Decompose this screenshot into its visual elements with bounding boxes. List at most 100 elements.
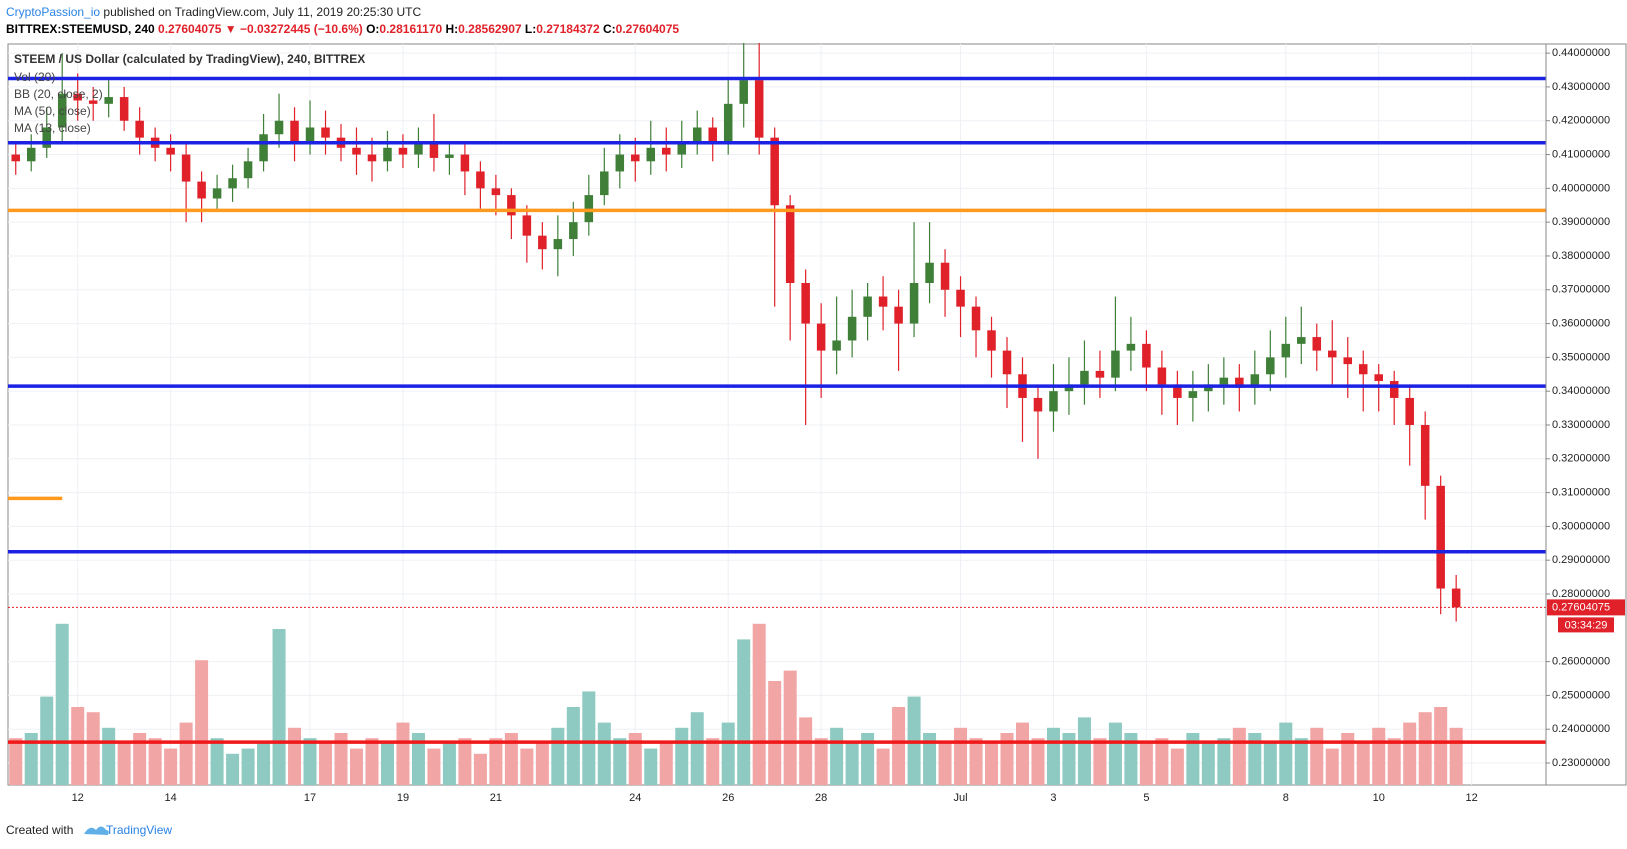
candle-body xyxy=(600,171,609,196)
candle-body xyxy=(801,282,810,324)
y-tick-label: 0.43000000 xyxy=(1552,81,1610,93)
volume-bar xyxy=(1279,722,1293,785)
volume-bar xyxy=(721,722,735,785)
header-line: CryptoPassion_io published on TradingVie… xyxy=(6,5,421,19)
candle-body xyxy=(197,181,206,199)
candle-body xyxy=(290,120,299,142)
footer-brand[interactable]: TradingView xyxy=(106,823,172,837)
volume-bar xyxy=(1046,727,1060,785)
last-price-label: 0.27604075 xyxy=(1552,601,1610,613)
candle-body xyxy=(615,154,625,172)
volume-bar xyxy=(1294,738,1308,785)
x-tick-label: 5 xyxy=(1143,792,1149,804)
candle-body xyxy=(1358,364,1368,375)
x-tick-label: 3 xyxy=(1050,792,1056,804)
candle-body xyxy=(1235,377,1244,388)
volume-bar xyxy=(195,660,209,785)
candle-body xyxy=(1126,343,1136,351)
candle-body xyxy=(1266,357,1275,375)
candle-body xyxy=(878,296,888,307)
candle-body xyxy=(88,100,98,104)
y-tick-label: 0.30000000 xyxy=(1552,520,1610,532)
volume-bar xyxy=(1139,743,1153,785)
volume-bar xyxy=(411,733,425,785)
volume-bar xyxy=(1341,733,1355,785)
x-tick-label: 10 xyxy=(1373,792,1385,804)
candle-body xyxy=(569,222,578,240)
candle-body xyxy=(1451,588,1461,608)
volume-bar xyxy=(1387,738,1401,785)
volume-bar xyxy=(814,738,828,785)
y-tick-label: 0.28000000 xyxy=(1552,588,1610,600)
volume-bar xyxy=(535,743,549,785)
volume-bar xyxy=(768,681,782,785)
candle-body xyxy=(73,93,82,101)
volume-bar xyxy=(876,748,890,785)
quote-part: O: xyxy=(366,22,379,36)
candle-body xyxy=(212,188,222,199)
volume-bar xyxy=(1310,727,1324,785)
candle-body xyxy=(57,93,67,128)
volume-bar xyxy=(582,691,596,785)
quote-part: 0.28562907 xyxy=(458,22,525,36)
indicator-label: BB (20, close, 2) xyxy=(14,87,103,101)
volume-bar xyxy=(9,738,23,785)
volume-bar xyxy=(1186,733,1200,785)
volume-bar xyxy=(1093,738,1107,785)
volume-bar xyxy=(830,727,844,785)
volume-bar xyxy=(288,727,302,785)
candle-body xyxy=(352,147,361,155)
candle-body xyxy=(1281,343,1291,358)
candle-body xyxy=(1328,350,1337,358)
candle-body xyxy=(909,282,919,324)
price-axis xyxy=(1545,43,1627,786)
candle-body xyxy=(522,215,532,236)
volume-bar xyxy=(551,727,565,785)
candle-body xyxy=(708,127,717,145)
candle-body xyxy=(1343,357,1353,365)
volume-bar xyxy=(1248,733,1262,785)
volume-bar xyxy=(133,733,147,785)
candle-body xyxy=(940,262,950,290)
y-tick-label: 0.37000000 xyxy=(1552,284,1610,296)
candle-body xyxy=(1188,391,1198,398)
candle-body xyxy=(661,147,671,155)
candle-body xyxy=(1157,367,1167,385)
candle-body xyxy=(383,147,392,162)
x-tick-label: 17 xyxy=(304,792,316,804)
volume-bar xyxy=(737,639,751,785)
candle-body xyxy=(646,147,656,162)
indicator-label: Vol (20) xyxy=(14,70,55,84)
volume-bar xyxy=(1108,722,1122,785)
volume-bar xyxy=(1449,727,1463,785)
candle-body xyxy=(692,127,702,142)
candle-body xyxy=(42,127,51,148)
quote-part: 0.28161170 xyxy=(379,22,445,36)
volume-bar xyxy=(210,738,224,785)
candle-body xyxy=(677,141,687,155)
author[interactable]: CryptoPassion_io xyxy=(6,5,100,19)
volume-bar xyxy=(148,738,162,785)
quote-part: 0.27604075 xyxy=(616,22,680,36)
y-tick-label: 0.24000000 xyxy=(1552,723,1610,735)
volume-bar xyxy=(954,727,968,785)
candle-body xyxy=(228,178,237,189)
y-tick-label: 0.38000000 xyxy=(1552,250,1610,262)
quote-part: BITTREX:STEEMUSD, 240 xyxy=(6,22,158,36)
x-tick-label: 14 xyxy=(165,792,177,804)
y-tick-label: 0.33000000 xyxy=(1552,419,1610,431)
candle-body xyxy=(971,306,981,331)
volume-bar xyxy=(1434,707,1448,785)
quote-part: L: xyxy=(525,22,536,36)
candle-body xyxy=(631,154,640,162)
y-tick-label: 0.44000000 xyxy=(1552,47,1610,59)
y-tick-label: 0.40000000 xyxy=(1552,182,1610,194)
volume-bar xyxy=(257,743,271,785)
chart-title: STEEM / US Dollar (calculated by Trading… xyxy=(14,52,365,66)
candle-body xyxy=(367,154,377,162)
volume-bar xyxy=(489,738,503,785)
volume-bar xyxy=(1232,727,1246,785)
volume-bar xyxy=(1031,738,1045,785)
x-tick-label: 28 xyxy=(815,792,827,804)
volume-bar xyxy=(892,707,906,785)
